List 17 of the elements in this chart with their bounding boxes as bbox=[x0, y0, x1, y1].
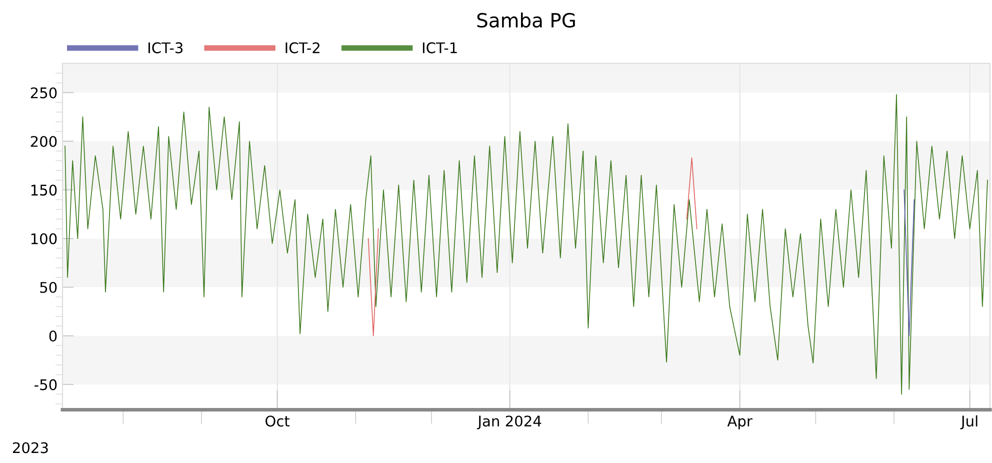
y-tick-label: 0 bbox=[49, 330, 57, 342]
chart-title: Samba PG bbox=[477, 12, 575, 28]
x-tick-label: Apr bbox=[727, 416, 752, 430]
y-tick-label: 100 bbox=[31, 233, 57, 244]
x-tick-label: Jan 2024 bbox=[476, 416, 542, 430]
x-tick-label: Oct bbox=[266, 416, 290, 427]
y-tick-label: 50 bbox=[40, 282, 57, 293]
legend-label: ICT-2 bbox=[286, 42, 320, 54]
y-tick-label: -50 bbox=[34, 379, 57, 390]
y-tick-label: 250 bbox=[30, 87, 57, 98]
legend-label: ICT-1 bbox=[422, 42, 457, 54]
line-series bbox=[64, 94, 988, 395]
x-tick-label: Jul bbox=[960, 415, 978, 430]
y-tick-label: 150 bbox=[31, 184, 57, 196]
legend-label: ICT-3 bbox=[148, 42, 183, 54]
y-tick-label: 200 bbox=[30, 136, 57, 148]
text: 2023 bbox=[12, 442, 48, 454]
